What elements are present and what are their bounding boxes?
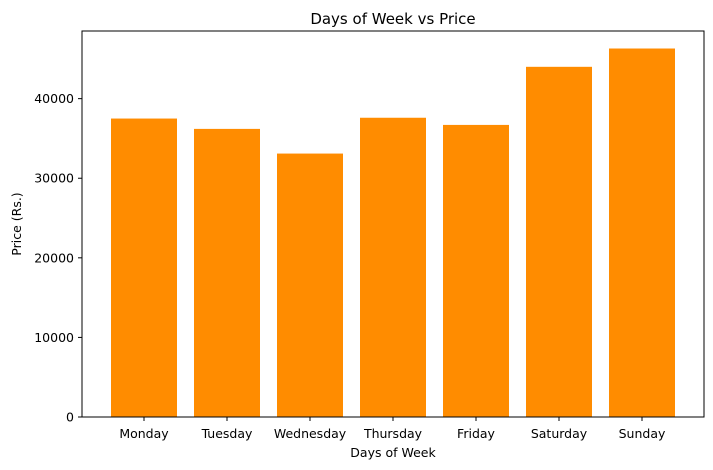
bar-tuesday	[194, 128, 260, 418]
x-tick-label: Thursday	[363, 426, 423, 441]
y-axis-label: Price (Rs.)	[9, 192, 24, 255]
x-axis-label: Days of Week	[350, 445, 436, 460]
y-axis-ticks: 0 10000 20000 30000 40000	[34, 91, 82, 425]
bar-friday	[443, 124, 509, 418]
bars-layer	[111, 48, 675, 418]
bar-monday	[111, 118, 177, 418]
x-tick-label: Wednesday	[274, 426, 347, 441]
x-tick-label: Monday	[119, 426, 169, 441]
x-tick-label: Saturday	[531, 426, 588, 441]
y-tick-label: 0	[66, 410, 74, 425]
chart-title: Days of Week vs Price	[310, 10, 475, 28]
x-tick-label: Sunday	[619, 426, 666, 441]
bar-thursday	[360, 117, 426, 417]
bar-saturday	[526, 66, 592, 418]
y-tick-label: 40000	[34, 91, 74, 106]
bar-wednesday	[277, 153, 343, 417]
x-tick-label: Tuesday	[201, 426, 253, 441]
y-tick-label: 20000	[34, 250, 74, 265]
bar-sunday	[609, 48, 675, 417]
y-tick-label: 30000	[34, 171, 74, 186]
x-axis-ticks: Monday Tuesday Wednesday Thursday Friday Satu…	[119, 417, 666, 441]
y-tick-label: 10000	[34, 330, 74, 345]
x-tick-label: Friday	[457, 426, 495, 441]
